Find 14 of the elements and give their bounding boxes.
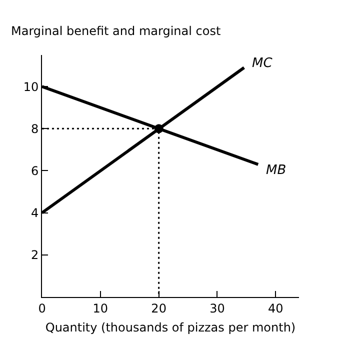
x-tick-label: 10: [92, 301, 108, 316]
y-tick-label: 4: [30, 206, 39, 220]
series-label: MC: [252, 56, 274, 71]
y-axis-title: Marginal benefit and marginal cost: [11, 24, 221, 38]
x-axis-title: Quantity (thousands of pizzas per month): [45, 320, 296, 334]
x-tick-label: 30: [210, 301, 225, 316]
x-tick-label: 40: [268, 301, 284, 316]
y-tick-label: 10: [23, 80, 39, 94]
series-label: MB: [266, 163, 286, 178]
y-tick-label: 6: [30, 164, 39, 178]
y-tick-label: 8: [30, 122, 39, 136]
x-tick-label: 0: [38, 301, 46, 316]
x-tick-label: 20: [151, 301, 166, 316]
y-tick-label: 2: [30, 248, 39, 262]
